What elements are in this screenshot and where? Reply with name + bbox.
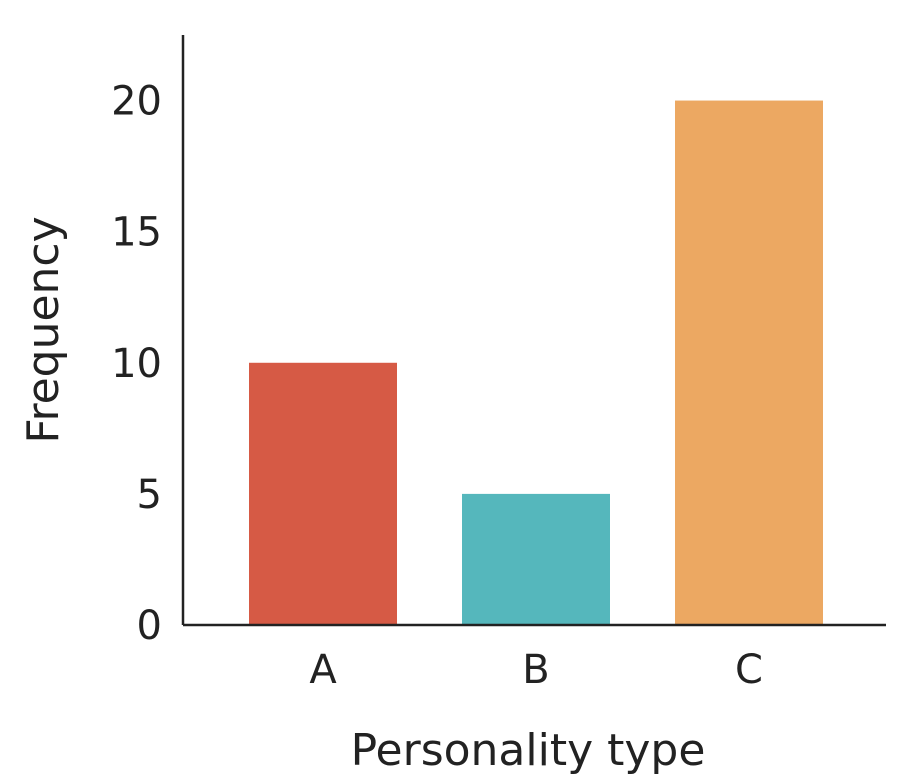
bars-group: [249, 100, 823, 626]
bar-b: [462, 493, 610, 625]
y-tick-label-20: 20: [111, 79, 162, 125]
x-tick-labels: A B C: [309, 647, 763, 693]
x-axis-title: Personality type: [351, 725, 706, 776]
y-tick-label-15: 15: [111, 210, 162, 256]
bar-a: [249, 362, 397, 625]
y-tick-labels: 0 5 10 15 20: [111, 79, 162, 649]
y-axis-title: Frequency: [18, 216, 69, 443]
x-tick-label-c: C: [735, 647, 763, 693]
bar-c: [675, 100, 823, 626]
y-tick-label-10: 10: [111, 341, 162, 387]
y-tick-label-0: 0: [137, 603, 162, 649]
x-tick-label-a: A: [309, 647, 337, 693]
y-tick-label-5: 5: [137, 472, 162, 518]
x-tick-label-b: B: [522, 647, 549, 693]
